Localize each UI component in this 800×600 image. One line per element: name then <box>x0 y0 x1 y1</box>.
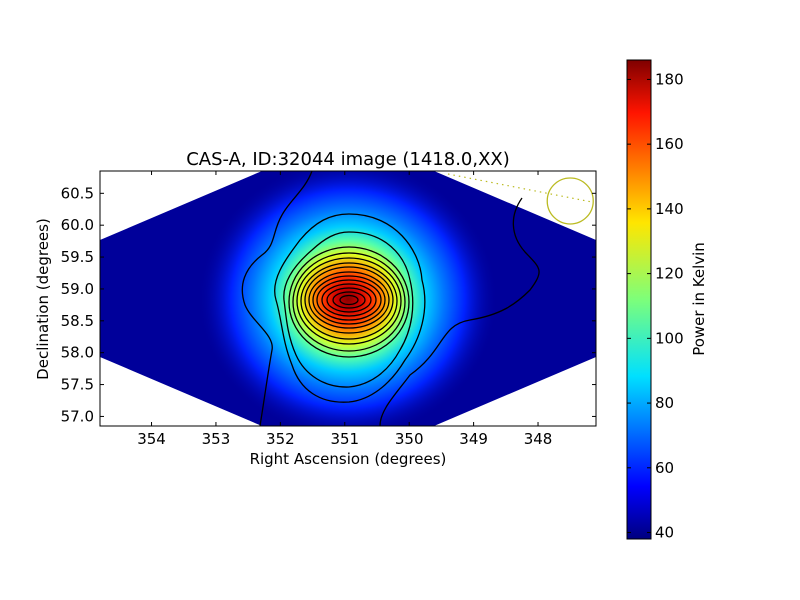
x-tick-label: 348 <box>524 430 553 448</box>
chart-title: CAS-A, ID:32044 image (1418.0,XX) <box>186 149 510 170</box>
colorbar-tick-label: 180 <box>655 70 684 88</box>
contour-level-5 <box>296 257 402 345</box>
annotation-circle <box>546 177 594 225</box>
contour-level-8 <box>308 271 390 329</box>
contour-level-14 <box>339 294 359 306</box>
x-tick-label: 353 <box>202 430 231 448</box>
contour-level-10 <box>316 279 382 321</box>
contour-level-7 <box>304 266 394 334</box>
x-tick-label: 354 <box>137 430 166 448</box>
contour-level-6 <box>300 262 398 340</box>
colorbar-label: Power in Kelvin <box>690 242 708 356</box>
y-tick-label: 58.0 <box>61 344 94 362</box>
y-tick-label: 59.0 <box>61 280 94 298</box>
contour-level-9 <box>312 275 386 325</box>
source-emission <box>198 171 498 426</box>
x-axis-label: Right Ascension (degrees) <box>250 450 447 468</box>
heatmap-image <box>100 171 596 426</box>
contour-level-1 <box>274 213 426 403</box>
colorbar-tick-label: 80 <box>655 394 674 412</box>
contour-outer-east <box>379 197 540 426</box>
x-tick-label: 351 <box>330 430 359 448</box>
colorbar-tick-label: 40 <box>655 524 674 542</box>
colorbar-tick-label: 140 <box>655 200 684 218</box>
x-tick-label: 350 <box>395 430 424 448</box>
y-tick-label: 58.5 <box>61 312 94 330</box>
colorbar-tick-label: 60 <box>655 459 674 477</box>
y-axis-ticks: 57.0 57.5 58.0 58.5 59.0 59.5 60.0 60.5 <box>61 184 596 425</box>
colorbar-tick-label: 120 <box>655 265 684 283</box>
colorbar-tick-label: 160 <box>655 135 684 153</box>
y-axis-label: Declination (degrees) <box>34 218 52 380</box>
contour-level-13 <box>332 291 366 309</box>
colorbar-tick-label: 100 <box>655 329 684 347</box>
contour-level-4 <box>292 252 406 352</box>
contour-outer-west <box>241 171 313 426</box>
contour-level-11 <box>321 283 377 317</box>
contour-level-2 <box>283 231 414 388</box>
y-tick-label: 60.0 <box>61 216 94 234</box>
y-tick-label: 57.5 <box>61 376 94 394</box>
x-axis-ticks: 354 353 352 351 350 349 348 <box>137 171 552 448</box>
x-tick-label: 352 <box>266 430 295 448</box>
contour-group <box>241 171 540 426</box>
contour-level-12 <box>326 287 372 313</box>
y-tick-label: 57.0 <box>61 407 94 425</box>
annotation-line <box>447 173 593 203</box>
y-tick-label: 59.5 <box>61 248 94 266</box>
colorbar <box>627 60 651 539</box>
y-tick-label: 60.5 <box>61 184 94 202</box>
plot-frame <box>99 170 597 427</box>
x-tick-label: 349 <box>459 430 488 448</box>
contour-level-3 <box>288 246 410 358</box>
colorbar-ticks: 40 60 80 100 120 140 160 180 <box>627 70 684 542</box>
colorbar-frame <box>626 59 652 540</box>
